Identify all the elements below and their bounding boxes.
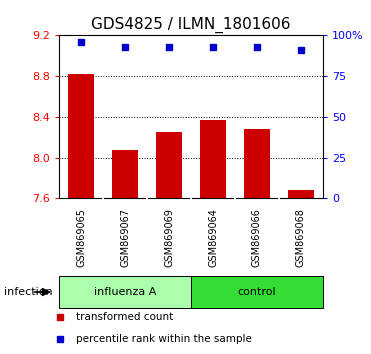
Bar xyxy=(156,132,182,198)
Text: GSM869065: GSM869065 xyxy=(76,208,86,267)
Title: GDS4825 / ILMN_1801606: GDS4825 / ILMN_1801606 xyxy=(91,16,291,33)
Bar xyxy=(191,276,323,308)
Bar xyxy=(200,120,226,198)
Bar xyxy=(112,150,138,198)
Bar xyxy=(59,276,191,308)
Text: GSM869069: GSM869069 xyxy=(164,208,174,267)
Text: infection: infection xyxy=(4,287,52,297)
Text: GSM869067: GSM869067 xyxy=(120,208,130,267)
Text: percentile rank within the sample: percentile rank within the sample xyxy=(76,335,252,344)
Bar xyxy=(288,190,314,198)
Text: influenza A: influenza A xyxy=(94,287,157,297)
Text: GSM869068: GSM869068 xyxy=(296,208,306,267)
Text: GSM869064: GSM869064 xyxy=(208,208,218,267)
Text: control: control xyxy=(237,287,276,297)
Text: GSM869066: GSM869066 xyxy=(252,208,262,267)
Bar xyxy=(244,129,270,198)
Bar xyxy=(68,74,95,198)
Text: transformed count: transformed count xyxy=(76,312,174,322)
